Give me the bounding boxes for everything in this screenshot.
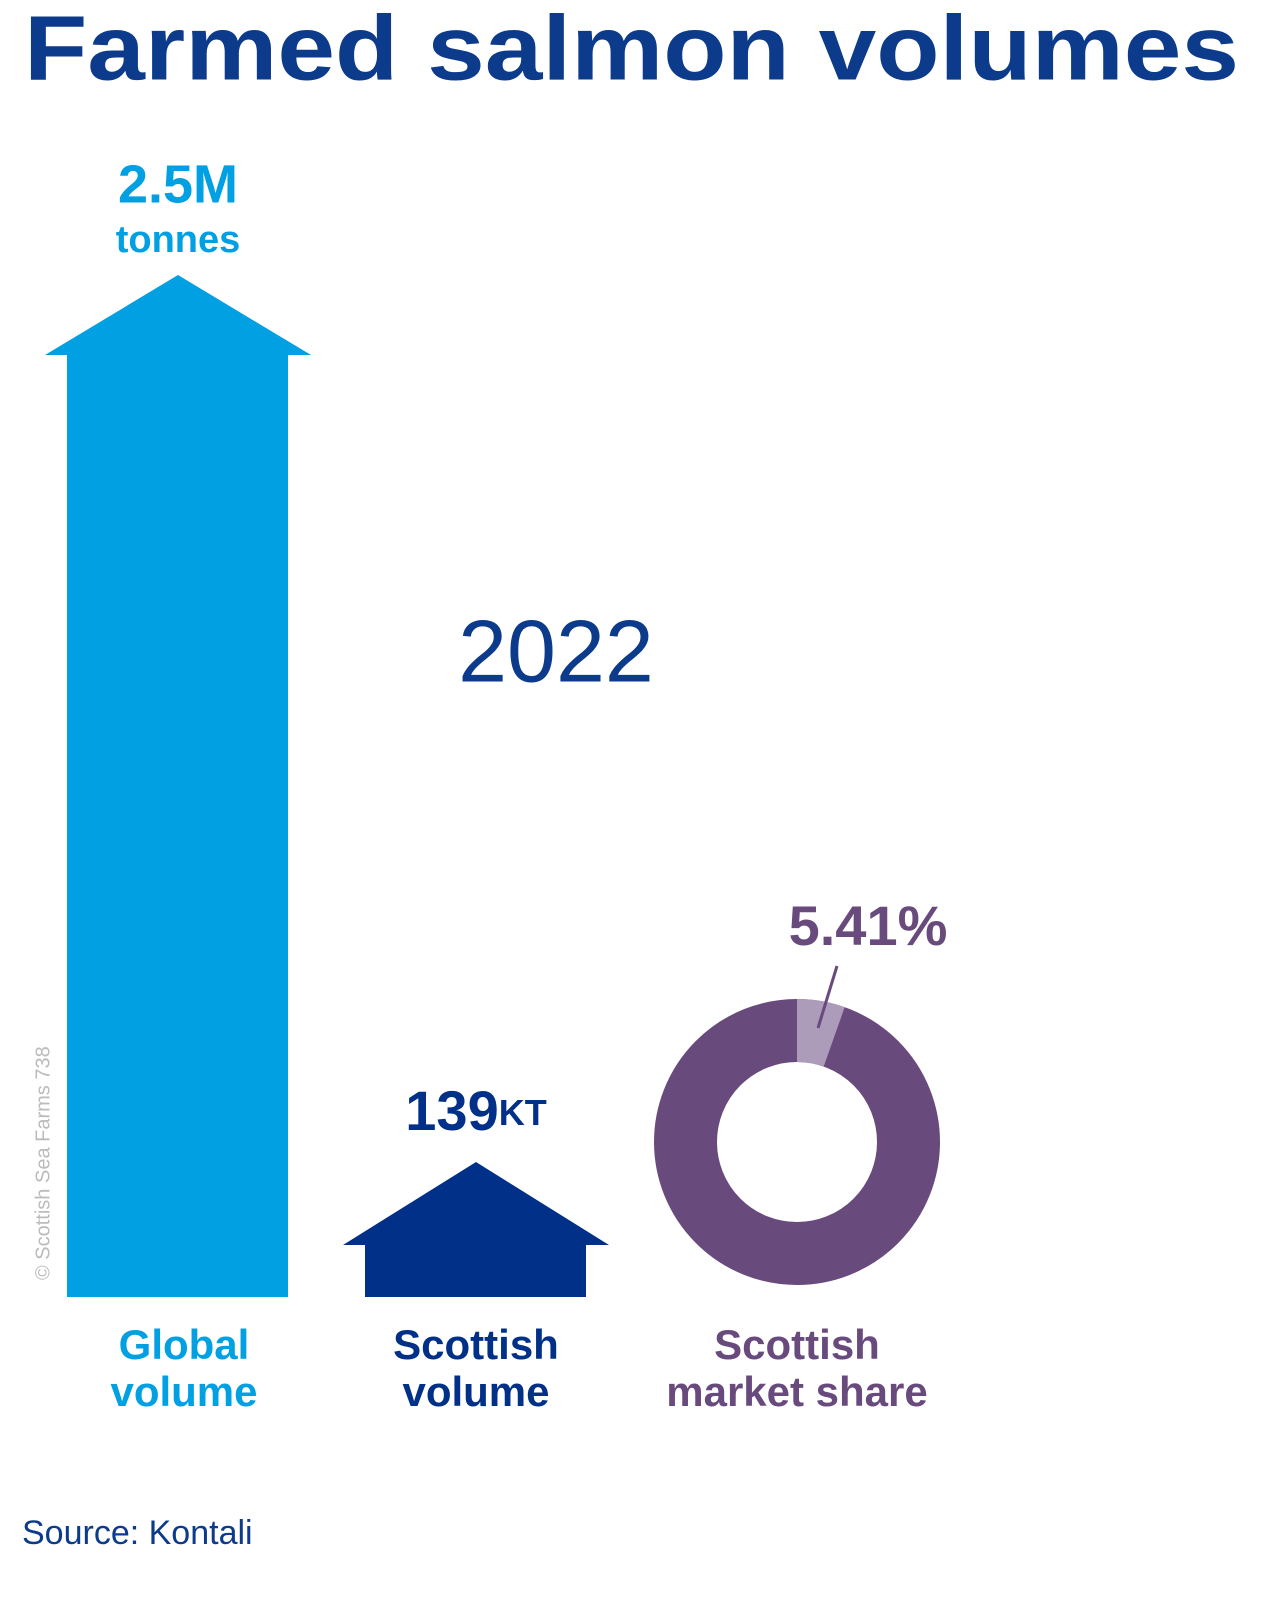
share-label: market share [666,1368,928,1415]
global-arrow [45,275,311,1297]
source: Source: Kontali [22,1514,253,1552]
share-slice [797,999,845,1067]
title: Farmed salmon volumes [24,0,1239,99]
scottish-label: Scottish [393,1321,559,1368]
share-value: 5.41% [789,894,948,957]
scottish-arrow [343,1162,609,1297]
year: 2022 [458,601,654,700]
global-value: 2.5M [118,154,238,214]
scottish-label: volume [402,1368,549,1415]
donut-ring [654,999,940,1285]
global-label: volume [110,1368,257,1415]
scottish-value-group: 139KT [405,1079,546,1142]
global-label: Global [119,1321,250,1368]
share-label: Scottish [714,1321,880,1368]
global-unit: tonnes [116,219,241,261]
scottish-unit: KT [499,1092,547,1133]
scottish-value: 139 [405,1079,498,1142]
copyright: © Scottish Sea Farms 738 [32,1046,54,1280]
leader-line [816,965,839,1029]
